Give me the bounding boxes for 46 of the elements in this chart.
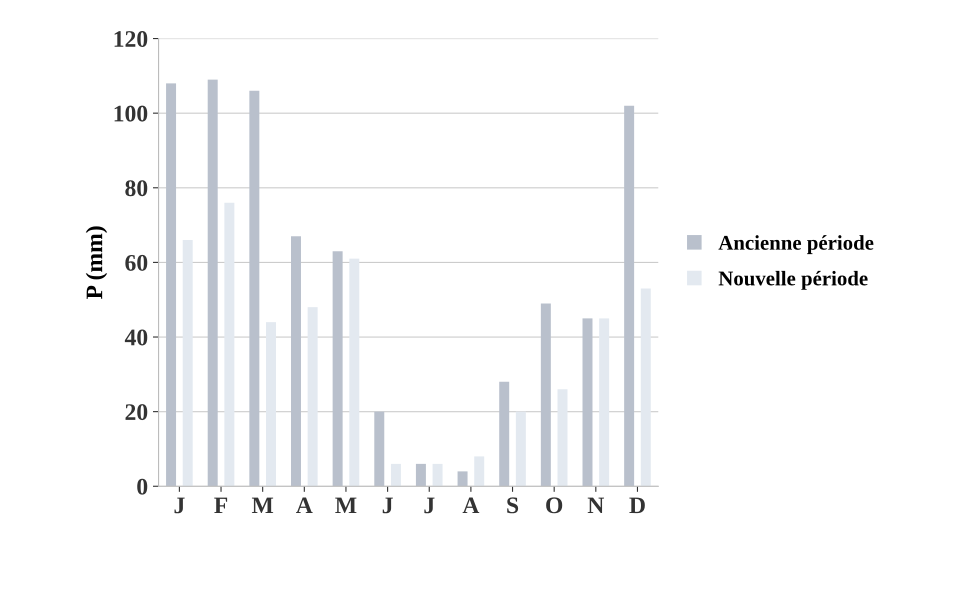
x-tick-label: N [588, 498, 604, 514]
bar [499, 382, 510, 486]
y-tick-label: 100 [114, 106, 148, 122]
x-tick-label: M [335, 498, 356, 514]
y-tick-label: 120 [114, 31, 148, 47]
y-tick-label: 0 [137, 478, 148, 495]
bar [416, 464, 426, 486]
bar [390, 464, 401, 486]
bar [208, 80, 218, 486]
bar [308, 307, 318, 486]
x-tick-label: S [507, 497, 518, 514]
bar [432, 464, 443, 486]
bar [474, 456, 484, 486]
x-tick-label: J [174, 498, 185, 514]
legend-label: Ancienne période [718, 235, 874, 254]
bar [458, 471, 468, 486]
bar [540, 303, 551, 486]
bar [349, 258, 360, 486]
bar [558, 389, 568, 486]
bar [582, 318, 592, 486]
x-tick-label: M [252, 498, 274, 514]
x-tick-label: A [462, 497, 480, 514]
bar [182, 240, 193, 486]
y-tick-label: 40 [124, 330, 148, 346]
x-tick-label: O [546, 497, 562, 514]
bar [516, 412, 526, 486]
y-tick-label: 60 [125, 254, 148, 271]
legend-label: Nouvelle période [718, 270, 868, 290]
bar [640, 288, 651, 486]
y-axis-title: P (mm) [86, 226, 108, 300]
x-tick-label: A [296, 497, 313, 514]
bar [249, 90, 260, 486]
bar [624, 106, 634, 486]
bar [166, 83, 176, 486]
x-tick-label: J [424, 498, 435, 514]
y-tick-label: 80 [125, 180, 148, 196]
y-tick-label: 20 [126, 404, 148, 420]
bar [332, 251, 343, 486]
bar [374, 412, 384, 486]
bar [224, 202, 234, 486]
bar [290, 236, 301, 486]
bar [599, 318, 610, 486]
x-tick-label: J [382, 498, 393, 514]
bar [266, 322, 276, 486]
x-tick-label: D [629, 498, 645, 514]
x-tick-label: F [214, 498, 228, 514]
